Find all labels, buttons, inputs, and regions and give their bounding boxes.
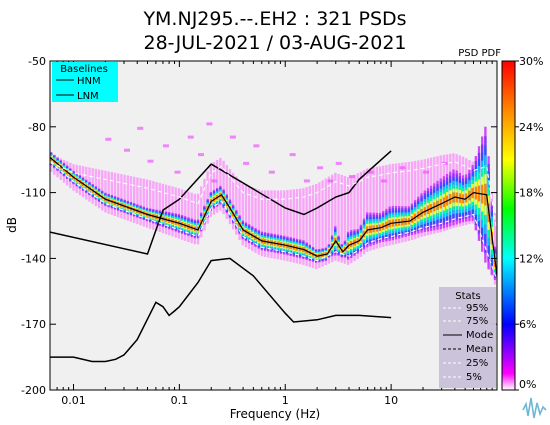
colorbar-tick-label: 12% — [519, 252, 543, 265]
x-axis-label: Frequency (Hz) — [230, 407, 321, 421]
legend-item-hnm: HNM — [77, 76, 101, 87]
colorbar-ticks: 0% 6% 12% 18% 24% 30% — [515, 55, 543, 391]
y-tick-label: -170 — [21, 318, 46, 331]
stats-item-mean: Mean — [466, 344, 493, 355]
stats-item-25: 25% — [466, 358, 488, 369]
series-line-mode — [50, 157, 497, 276]
chart-title: YM.NJ295.--.EH2 : 321 PSDs — [142, 8, 406, 30]
stats-item-75: 75% — [466, 316, 488, 327]
legend-item-lnm: LNM — [77, 91, 99, 102]
series-line-5pct — [50, 161, 497, 281]
y-tick-label: -200 — [21, 384, 46, 397]
colorbar-tick-label: 24% — [519, 121, 543, 134]
stats-item-mode: Mode — [466, 330, 493, 341]
colorbar-tick-label: 18% — [519, 187, 543, 200]
series-lines — [50, 150, 497, 363]
waveform-logo-icon — [520, 395, 548, 422]
y-tick-label: -140 — [21, 252, 46, 265]
plot-frame — [49, 60, 498, 391]
chart-subtitle: 28-JUL-2021 / 03-AUG-2021 — [144, 32, 407, 54]
x-tick-label: 10 — [384, 394, 398, 407]
baselines-legend-title: Baselines — [60, 64, 108, 75]
series-line-lnm — [50, 257, 392, 363]
colorbar-label: PSD PDF — [458, 48, 501, 59]
x-tick-label: 0.1 — [171, 394, 189, 407]
x-tick-label: 0.01 — [61, 394, 86, 407]
x-tick-label: 1 — [282, 394, 289, 407]
y-tick-label: -80 — [28, 121, 46, 134]
x-axis-ticks: 0.01 0.1 1 10 — [49, 61, 498, 407]
baselines-legend: Baselines HNM LNM — [52, 62, 118, 102]
stats-legend: Stats 95% 75% Mode Mean 25% 5% — [439, 287, 496, 388]
y-tick-label: -50 — [28, 55, 46, 68]
y-axis-label: dB — [5, 217, 19, 233]
colorbar-tick-label: 30% — [519, 55, 543, 68]
colorbar — [501, 60, 516, 391]
series-line-hnm — [50, 150, 392, 255]
y-tick-label: -110 — [21, 187, 46, 200]
stats-legend-title: Stats — [455, 291, 481, 302]
series-line-95pct — [50, 161, 497, 233]
stats-item-95: 95% — [466, 303, 488, 314]
colorbar-tick-label: 6% — [519, 318, 536, 331]
colorbar-tick-label: 0% — [519, 378, 536, 391]
stats-item-5: 5% — [466, 372, 482, 383]
